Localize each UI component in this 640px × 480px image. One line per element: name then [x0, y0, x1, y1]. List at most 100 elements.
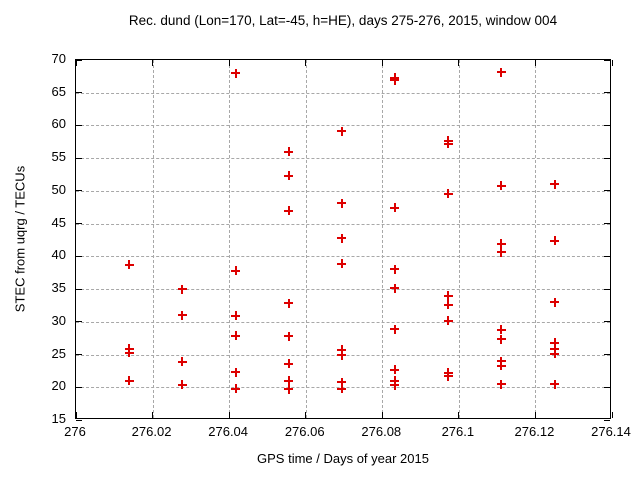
data-point [177, 380, 187, 390]
y-tick-label: 20 [51, 378, 66, 394]
data-point [124, 376, 134, 386]
data-point [124, 348, 134, 358]
x-tick-mark-top [381, 60, 383, 66]
plot-title: Rec. dund (Lon=170, Lat=-45, h=HE), days… [128, 13, 558, 28]
data-point [390, 203, 400, 213]
data-point [443, 371, 453, 381]
x-tick-label: 276.08 [361, 424, 402, 439]
data-point [550, 379, 560, 389]
data-point [337, 259, 347, 269]
v-gridline [382, 60, 384, 418]
data-point [231, 384, 241, 394]
v-gridline [535, 60, 537, 418]
data-point [284, 206, 294, 216]
x-tick-mark-top [611, 60, 613, 66]
h-gridline [76, 158, 610, 160]
data-point [284, 147, 294, 157]
x-tick-mark-top [305, 60, 307, 66]
v-gridline [229, 60, 231, 418]
h-gridline [76, 125, 610, 127]
y-tick-mark-right [604, 190, 610, 192]
x-tick-mark [458, 412, 460, 418]
y-tick-label: 25 [51, 345, 66, 361]
y-tick-mark [76, 157, 82, 159]
v-gridline [305, 60, 307, 418]
y-tick-mark [76, 288, 82, 290]
data-point [496, 67, 506, 77]
data-point [550, 236, 560, 246]
y-tick-mark [76, 92, 82, 94]
data-point [337, 233, 347, 243]
x-tick-label: 276.1 [441, 424, 475, 439]
data-point [550, 297, 560, 307]
v-gridline [152, 60, 154, 418]
y-tick-label: 55 [51, 149, 66, 165]
data-point [390, 283, 400, 293]
y-tick-label: 60 [51, 116, 66, 132]
data-point [124, 260, 134, 270]
y-tick-mark-right [604, 288, 610, 290]
data-point [550, 338, 560, 348]
y-tick-mark-right [604, 124, 610, 126]
data-point [337, 384, 347, 394]
x-tick-mark-top [534, 60, 536, 66]
data-point [496, 247, 506, 257]
data-point [443, 316, 453, 325]
data-point [231, 266, 241, 276]
data-point [496, 239, 506, 249]
data-point [496, 379, 506, 389]
y-tick-mark [76, 386, 82, 388]
data-point [443, 300, 453, 310]
x-tick-label: 276.12 [514, 424, 555, 439]
y-tick-label: 70 [51, 51, 66, 66]
y-tick-mark-right [604, 157, 610, 159]
data-point [496, 325, 506, 335]
data-point [496, 361, 506, 371]
data-point [390, 380, 400, 390]
data-point [337, 198, 347, 208]
data-point [496, 334, 506, 344]
y-tick-label: 45 [51, 214, 66, 230]
y-tick-mark-right [604, 59, 610, 61]
data-point [231, 68, 241, 78]
x-tick-mark-top [228, 60, 230, 66]
h-gridline [76, 223, 610, 225]
x-tick-label: 276 [64, 424, 86, 439]
data-point [177, 357, 187, 367]
x-tick-mark-top [152, 60, 154, 66]
y-tick-mark [76, 59, 82, 61]
data-point [337, 126, 347, 136]
x-tick-label: 276.04 [208, 424, 249, 439]
data-point [284, 376, 294, 386]
data-point [390, 365, 400, 375]
data-point [231, 311, 241, 321]
data-point [177, 310, 187, 320]
y-tick-mark-right [604, 255, 610, 257]
data-point [390, 75, 400, 85]
y-tick-label: 15 [51, 411, 66, 426]
y-tick-mark-right [604, 386, 610, 388]
x-tick-mark [152, 412, 154, 418]
data-point [496, 356, 506, 366]
y-tick-mark-right [604, 419, 610, 421]
h-gridline [76, 190, 610, 192]
y-tick-label: 50 [51, 181, 66, 197]
v-gridline [458, 60, 460, 418]
x-tick-mark [228, 412, 230, 418]
y-tick-mark [76, 419, 82, 421]
x-tick-mark [381, 412, 383, 418]
data-point [390, 376, 400, 386]
y-tick-label: 65 [51, 83, 66, 99]
x-tick-mark [305, 412, 307, 418]
data-point [496, 181, 506, 191]
data-point [337, 345, 347, 355]
data-point [550, 179, 560, 189]
h-gridline [76, 256, 610, 258]
x-tick-mark [611, 412, 613, 418]
x-tick-label: 276.02 [131, 424, 172, 439]
y-tick-label: 40 [51, 247, 66, 263]
x-tick-mark [534, 412, 536, 418]
data-point [550, 349, 560, 359]
data-point [443, 291, 453, 301]
